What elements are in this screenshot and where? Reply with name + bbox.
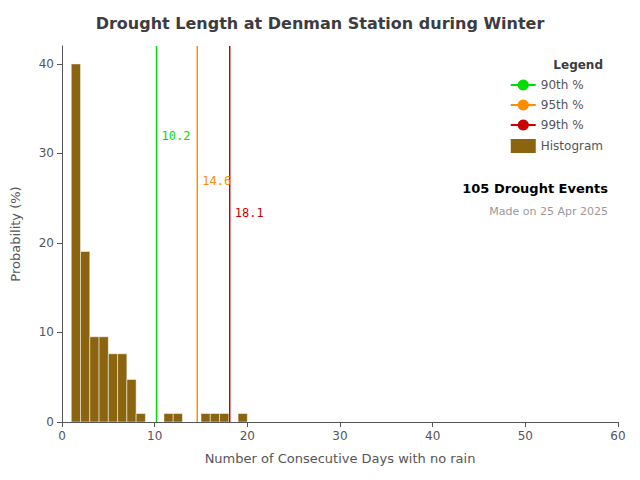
svg-text:20: 20 (39, 236, 54, 250)
svg-text:60: 60 (610, 429, 625, 443)
svg-text:90th %: 90th % (541, 78, 584, 92)
svg-text:Probability (%): Probability (%) (8, 186, 23, 281)
svg-text:Made on 25 Apr 2025: Made on 25 Apr 2025 (489, 205, 608, 218)
svg-text:105 Drought Events: 105 Drought Events (462, 181, 608, 196)
svg-text:0: 0 (46, 415, 54, 429)
svg-text:14.6: 14.6 (202, 174, 231, 188)
svg-text:95th %: 95th % (541, 98, 584, 112)
svg-text:Legend: Legend (553, 58, 603, 72)
svg-text:18.1: 18.1 (235, 206, 264, 220)
svg-text:Number of Consecutive Days wit: Number of Consecutive Days with no rain (205, 451, 476, 466)
svg-text:10: 10 (147, 429, 162, 443)
svg-text:10: 10 (39, 325, 54, 339)
svg-text:30: 30 (39, 146, 54, 160)
svg-text:40: 40 (39, 57, 54, 71)
svg-text:50: 50 (518, 429, 533, 443)
svg-text:Drought Length at Denman Stati: Drought Length at Denman Station during … (96, 14, 545, 33)
svg-text:30: 30 (332, 429, 347, 443)
svg-text:10.2: 10.2 (162, 129, 191, 143)
svg-text:99th %: 99th % (541, 118, 584, 132)
svg-text:40: 40 (425, 429, 440, 443)
svg-text:0: 0 (58, 429, 66, 443)
svg-text:20: 20 (240, 429, 255, 443)
svg-text:Histogram: Histogram (541, 139, 603, 153)
